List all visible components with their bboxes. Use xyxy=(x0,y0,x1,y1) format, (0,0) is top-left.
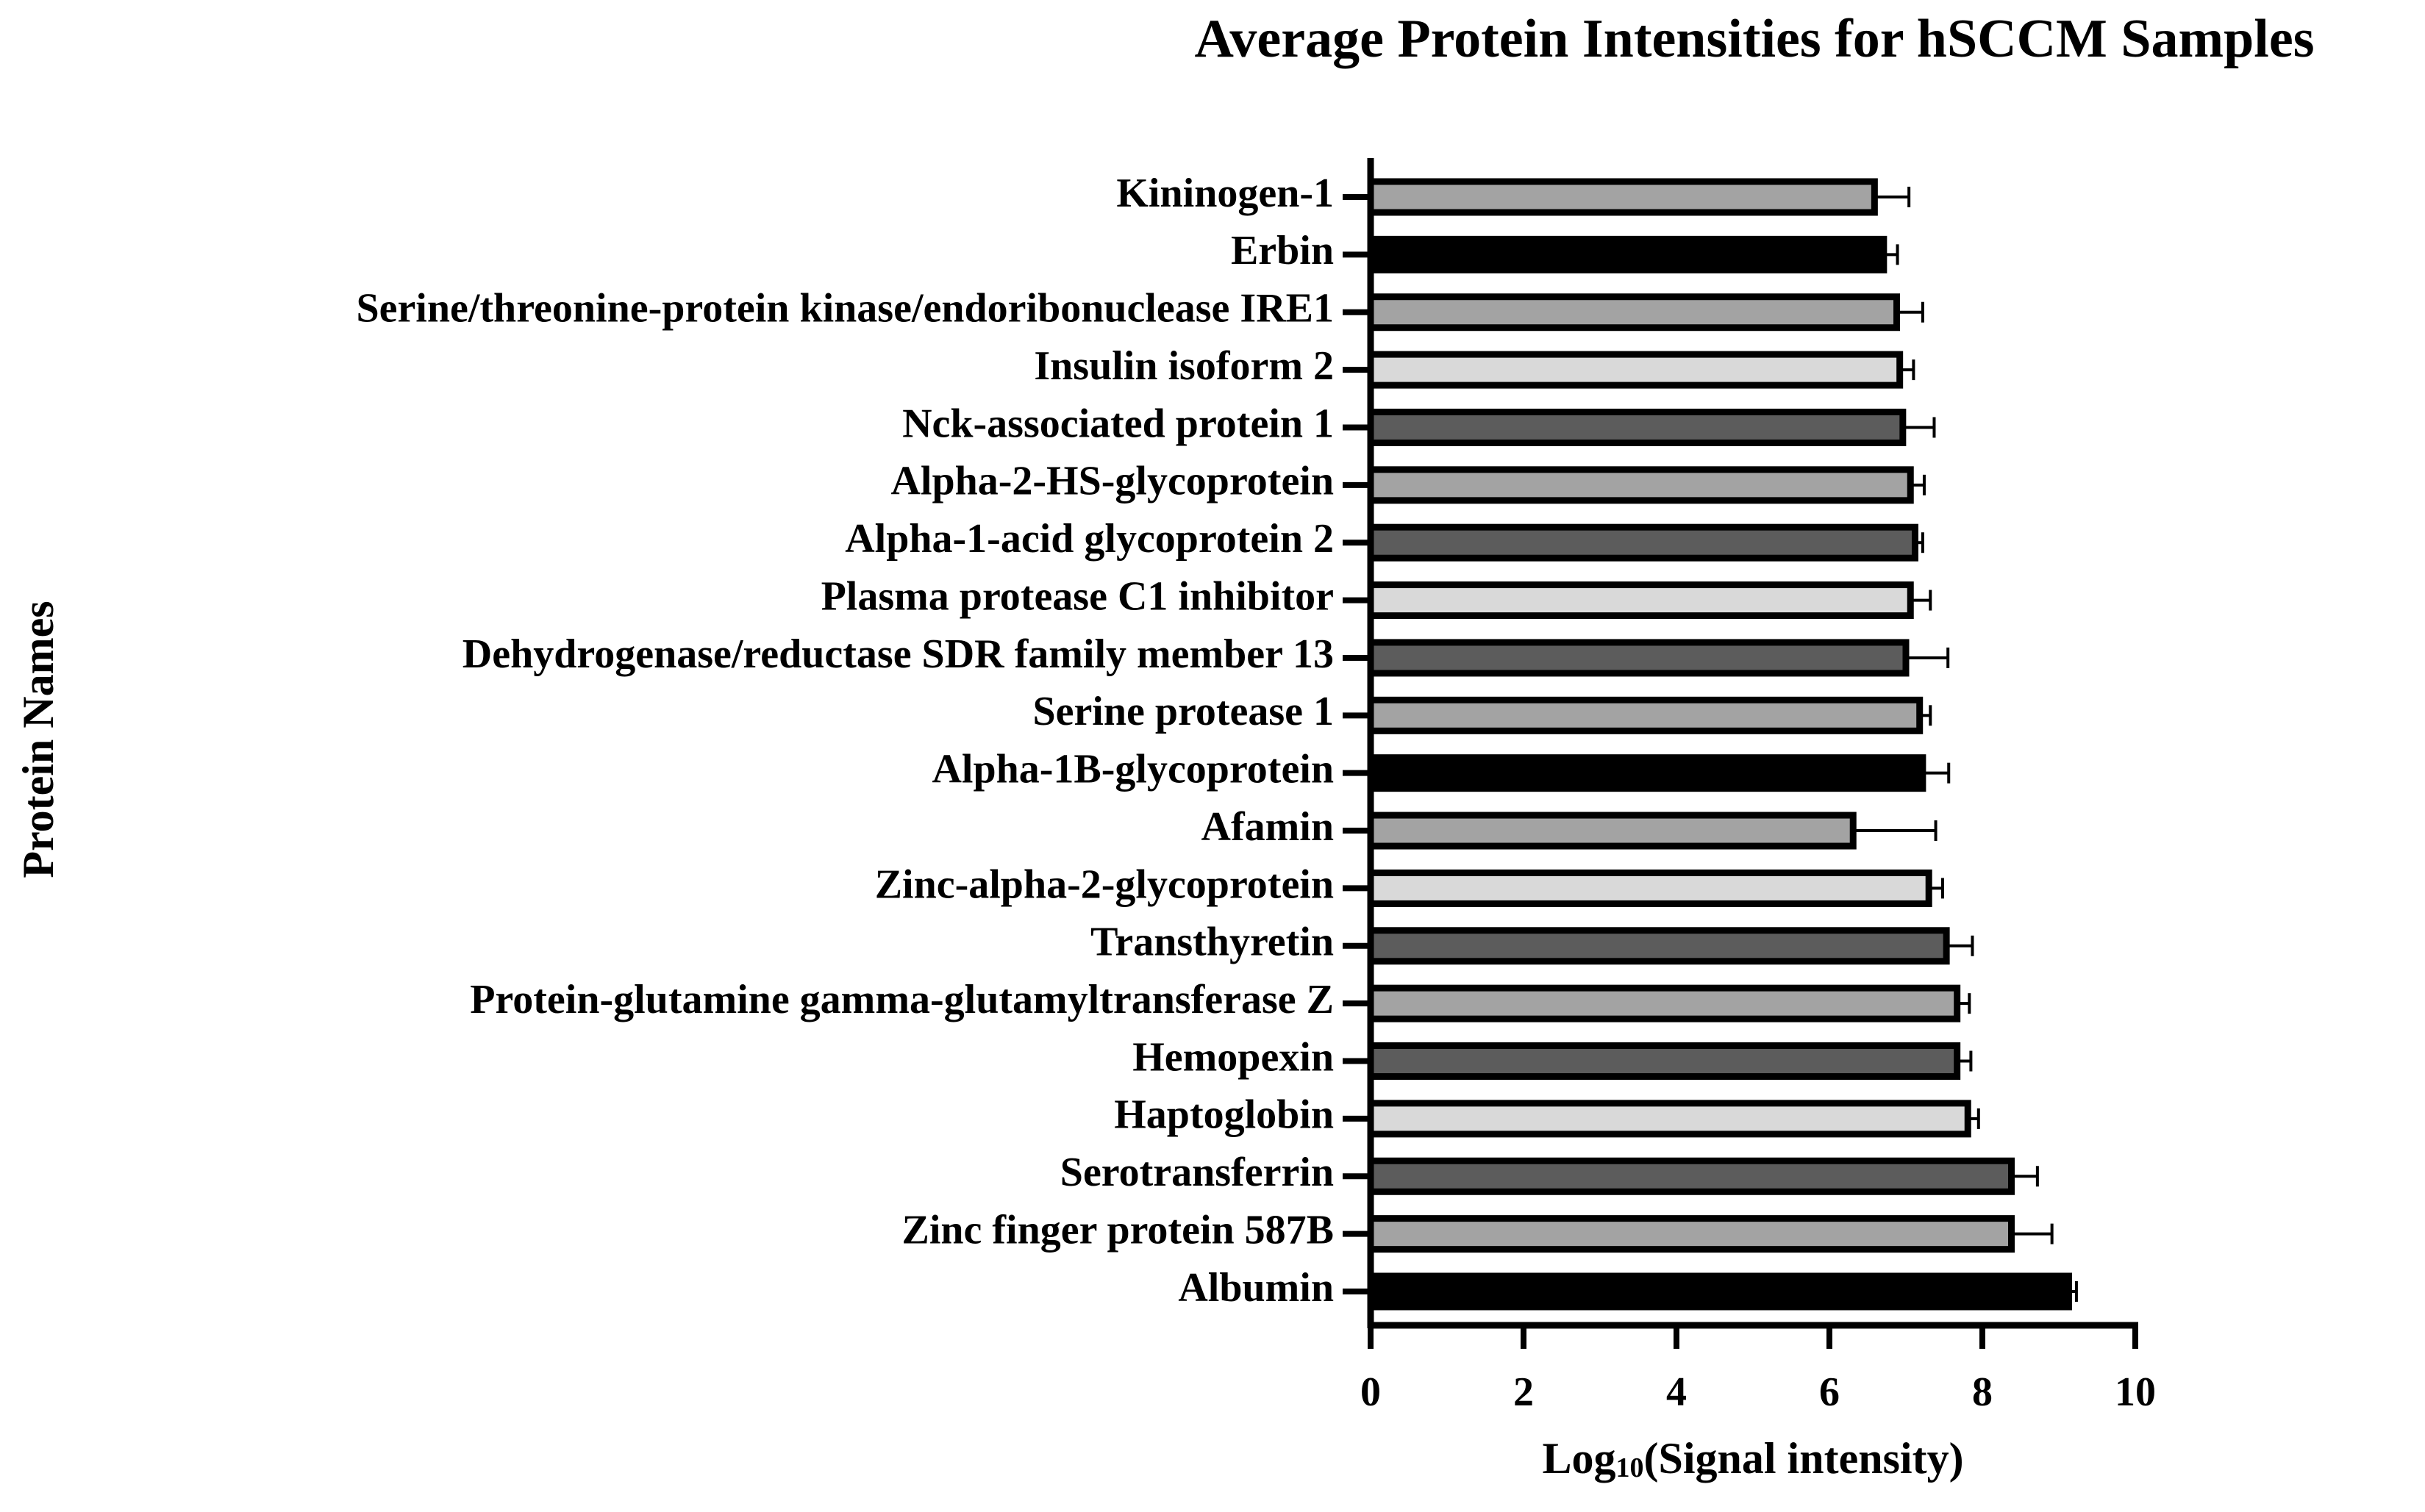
x-label-part: Log xyxy=(1542,1434,1615,1483)
y-tick-label: Hemopexin xyxy=(1132,1034,1334,1080)
y-tick-label: Insulin isoform 2 xyxy=(1034,343,1334,389)
bar xyxy=(1367,1042,1961,1081)
bar xyxy=(1367,523,1918,562)
chart-title: Average Protein Intensities for hSCCM Sa… xyxy=(1194,9,2314,69)
y-tick-label: Transthyretin xyxy=(1090,920,1334,965)
x-tick-label: 4 xyxy=(1666,1369,1687,1415)
bar xyxy=(1367,869,1932,907)
x-axis-label: Log10(Signal intensity) xyxy=(1542,1434,1963,1483)
y-tick-label: Alpha-2-HS-glycoprotein xyxy=(890,459,1334,504)
y-tick-label: Erbin xyxy=(1231,228,1334,273)
y-tick-label: Zinc finger protein 587B xyxy=(901,1207,1334,1253)
bar xyxy=(1367,984,1961,1022)
y-tick-label: Protein-glutamine gamma-glutamyltransfer… xyxy=(470,977,1334,1022)
y-tick-label: Alpha-1B-glycoprotein xyxy=(932,747,1334,792)
y-tick-label: Zinc-alpha-2-glycoprotein xyxy=(875,861,1334,907)
bar xyxy=(1367,696,1924,734)
bar xyxy=(1367,466,1914,504)
bar xyxy=(1367,235,1888,273)
bar xyxy=(1367,178,1878,216)
bar xyxy=(1367,408,1907,446)
y-tick-label: Serine/threonine-protein kinase/endoribo… xyxy=(356,286,1334,332)
bar xyxy=(1367,1157,2015,1195)
y-tick-label: Serotransferrin xyxy=(1060,1150,1334,1195)
y-tick-label: Dehydrogenase/reductase SDR family membe… xyxy=(463,631,1334,677)
bar xyxy=(1367,927,1950,965)
x-tick-label: 8 xyxy=(1972,1369,1993,1415)
y-tick-label: Haptoglobin xyxy=(1114,1092,1334,1138)
bar xyxy=(1367,1215,2015,1253)
bar xyxy=(1367,351,1904,389)
bar xyxy=(1367,1272,2073,1311)
x-tick-label: 0 xyxy=(1360,1369,1381,1415)
y-tick-label: Alpha-1-acid glycoprotein 2 xyxy=(845,516,1334,562)
bar xyxy=(1367,581,1914,620)
bar xyxy=(1367,1100,1971,1138)
x-label-part: (Signal intensity) xyxy=(1643,1434,1963,1483)
y-tick-label: Albumin xyxy=(1178,1265,1334,1311)
y-axis-label: Protein Names xyxy=(14,601,63,878)
y-tick-label: Afamin xyxy=(1201,804,1334,850)
bar xyxy=(1367,639,1910,677)
x-tick-label: 10 xyxy=(2115,1369,2156,1415)
y-tick-label: Serine protease 1 xyxy=(1032,689,1334,734)
bar xyxy=(1367,293,1901,332)
x-tick-label: 2 xyxy=(1513,1369,1534,1415)
y-tick-label: Kininogen-1 xyxy=(1116,171,1334,216)
y-tick-label: Nck-associated protein 1 xyxy=(902,401,1334,446)
y-tick-label: Plasma protease C1 inhibitor xyxy=(821,573,1334,619)
x-label-subscript: 10 xyxy=(1615,1452,1643,1483)
bar xyxy=(1367,811,1857,850)
bar xyxy=(1367,754,1926,792)
x-tick-label: 6 xyxy=(1819,1369,1840,1415)
